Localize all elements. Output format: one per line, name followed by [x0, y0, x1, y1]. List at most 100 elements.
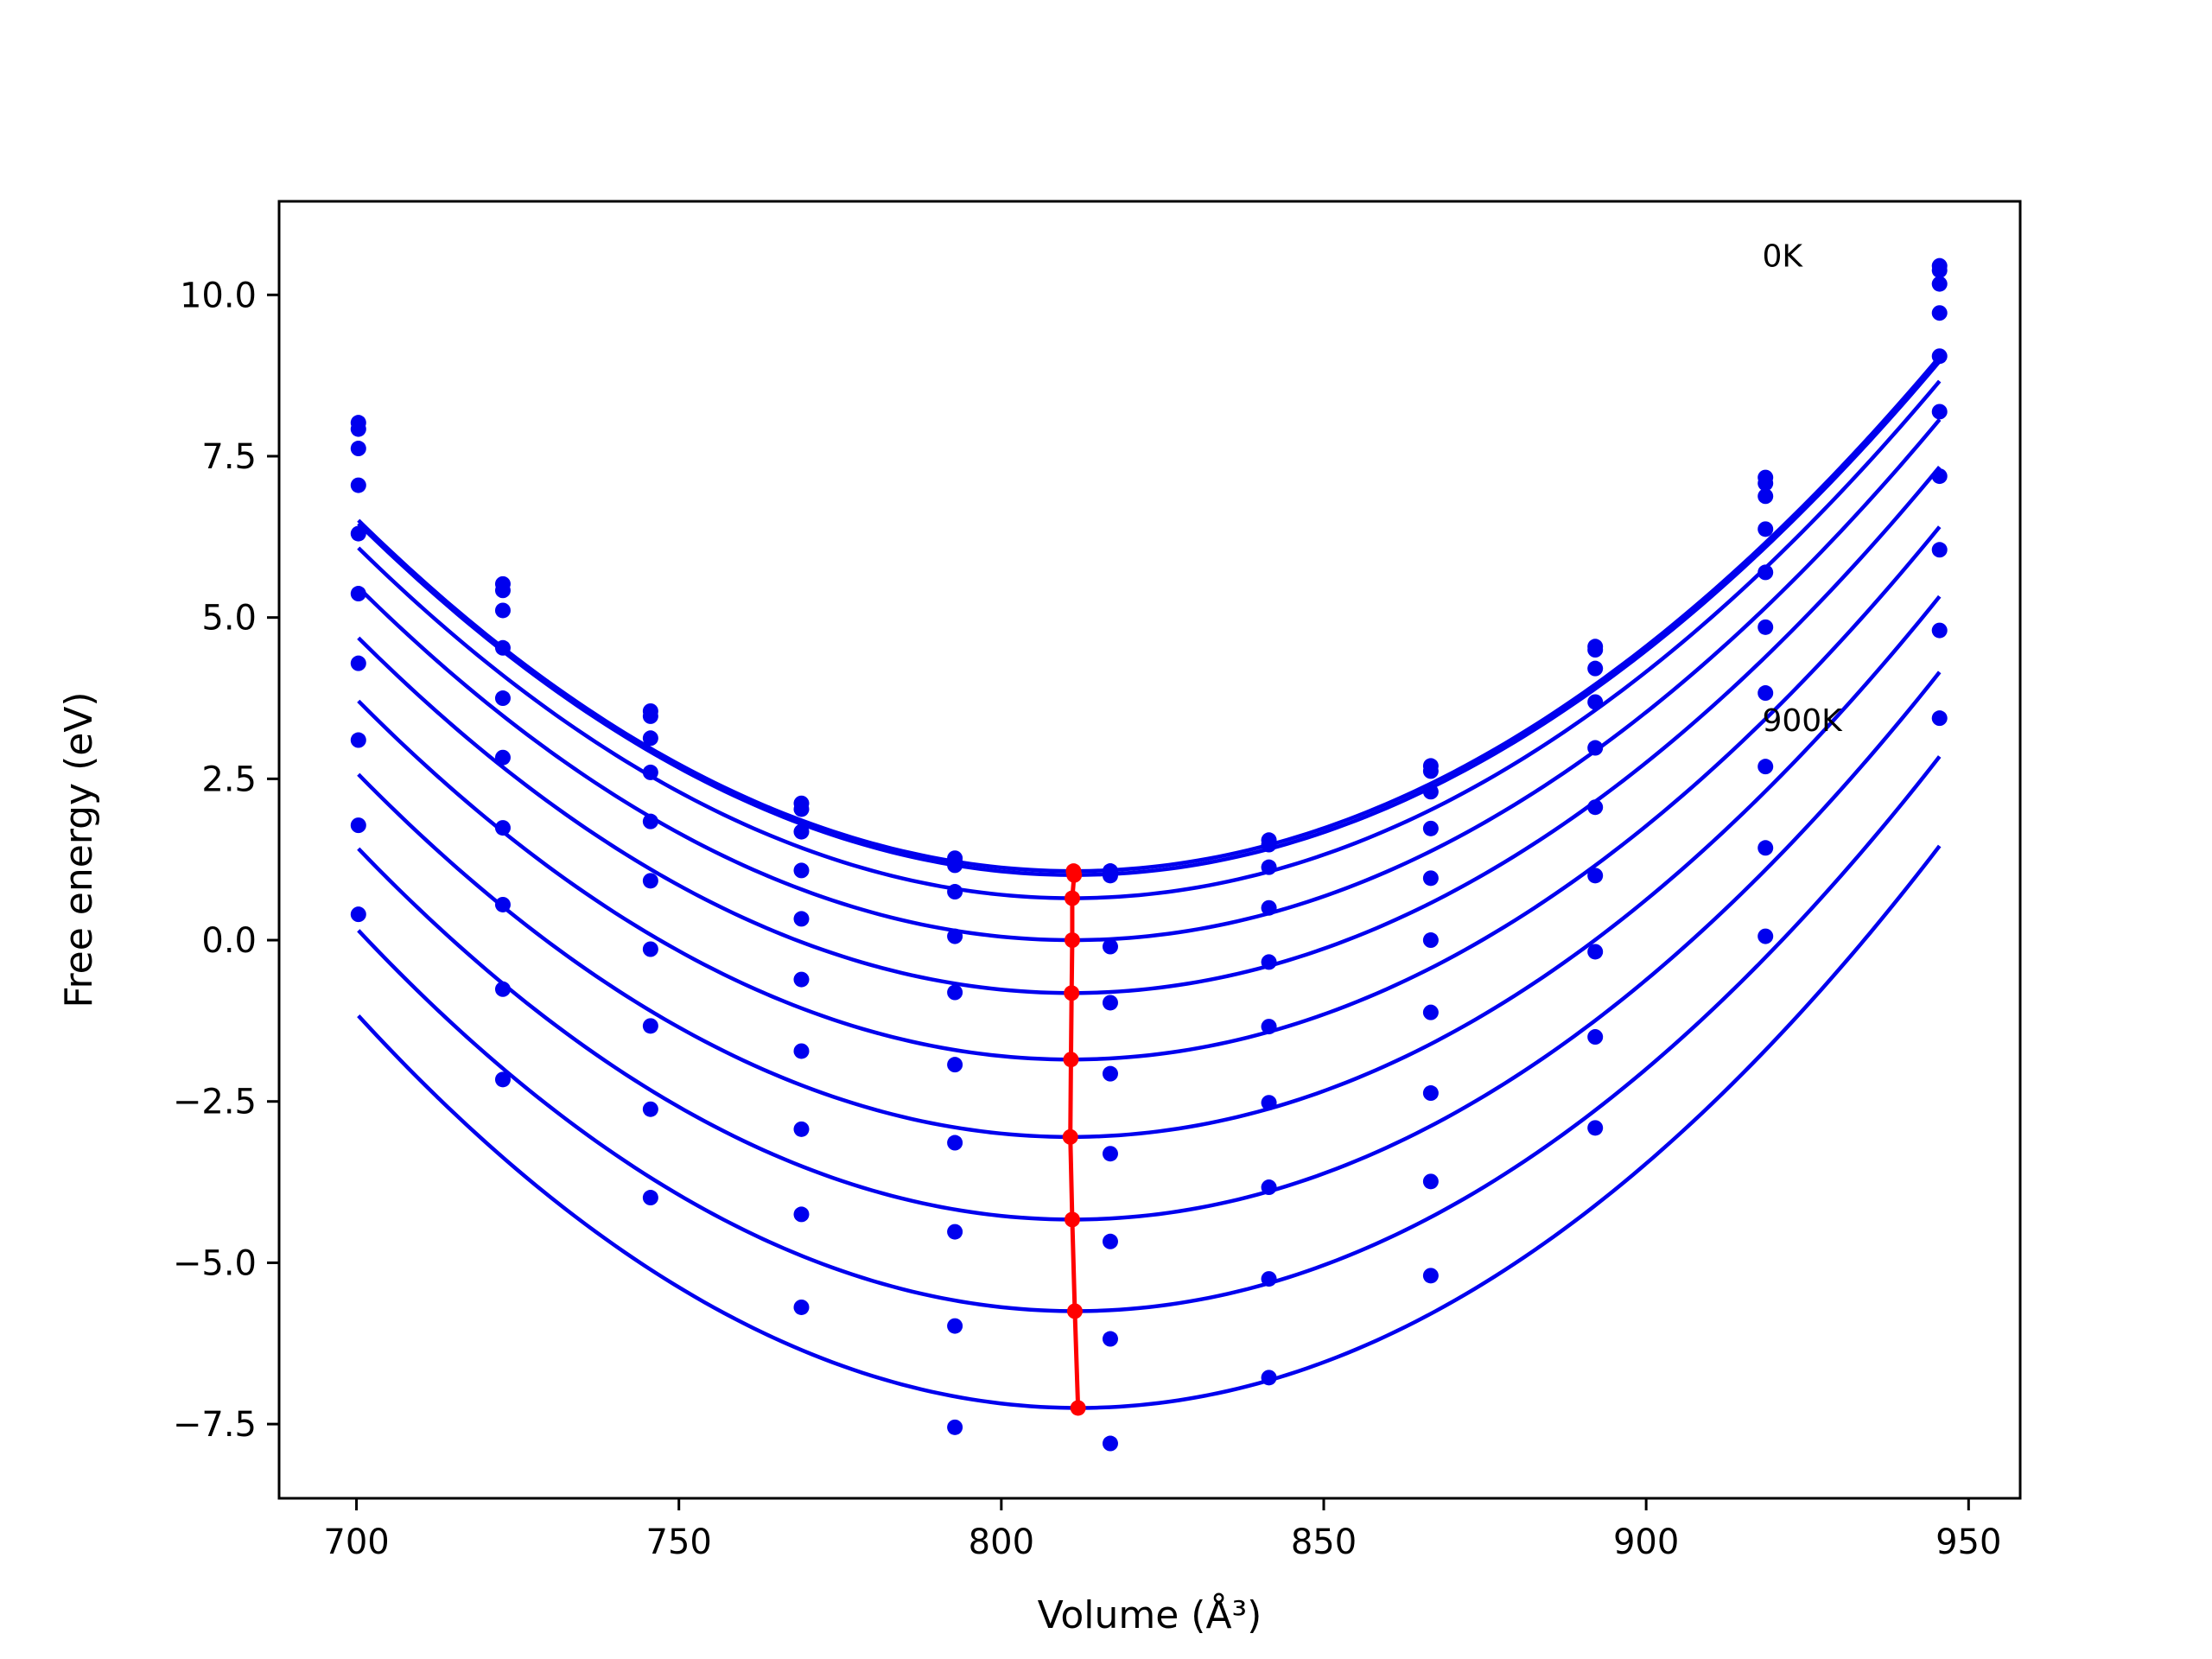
data-point: [642, 1101, 658, 1117]
data-point: [1261, 1271, 1277, 1287]
fit-curve-1: [357, 359, 1942, 877]
data-point: [1102, 1146, 1118, 1162]
data-point: [642, 873, 658, 889]
data-point: [947, 884, 963, 900]
x-tick-label: 950: [1936, 1522, 2001, 1562]
data-point: [1758, 521, 1774, 537]
data-point: [1758, 759, 1774, 775]
data-point: [494, 896, 511, 912]
data-point: [793, 862, 810, 879]
minimum-point: [1066, 1303, 1083, 1319]
data-point: [1758, 928, 1774, 944]
data-point: [1587, 694, 1604, 710]
data-point: [1931, 404, 1948, 420]
data-point: [1261, 954, 1277, 970]
fit-curve-2: [357, 379, 1942, 900]
data-point: [1587, 1120, 1604, 1136]
data-point: [1587, 642, 1604, 658]
data-point: [1587, 799, 1604, 816]
data-point: [793, 971, 810, 988]
data-point: [1931, 348, 1948, 365]
data-point: [1261, 899, 1277, 916]
data-point: [494, 582, 511, 599]
y-tick-label: 5.0: [201, 599, 257, 639]
minimum-point: [1070, 1400, 1086, 1416]
data-point: [947, 984, 963, 1001]
data-point: [1931, 710, 1948, 727]
data-point: [494, 639, 511, 656]
data-point: [793, 911, 810, 927]
fit-curve-6: [357, 594, 1942, 1140]
data-point: [1102, 1233, 1118, 1249]
data-point: [642, 1190, 658, 1206]
data-point: [350, 817, 366, 834]
y-tick-label: −5.0: [173, 1243, 257, 1283]
data-point: [1931, 262, 1948, 278]
data-point: [1261, 836, 1277, 853]
data-point: [1758, 475, 1774, 492]
data-point: [947, 1135, 963, 1151]
data-point: [350, 586, 366, 602]
x-tick-label: 850: [1291, 1522, 1357, 1562]
data-point: [793, 1299, 810, 1315]
annotation-0k: 0K: [1762, 238, 1803, 274]
data-point: [350, 421, 366, 437]
data-point: [1931, 622, 1948, 639]
data-point: [1587, 868, 1604, 884]
y-tick-label: 7.5: [201, 437, 257, 477]
y-axis-label: Free energy (eV): [57, 691, 101, 1007]
x-tick-label: 700: [323, 1522, 389, 1562]
fit-curve-0: [357, 355, 1942, 874]
data-point: [1422, 1268, 1439, 1284]
data-point: [947, 928, 963, 944]
y-tick-label: 2.5: [201, 760, 257, 799]
data-point: [350, 906, 366, 923]
data-point: [494, 690, 511, 707]
minimum-path-line: [1068, 870, 1081, 1408]
y-axis: −7.5 −5.0 −2.5 0.0 2.5 5.0 7.5 10.0: [173, 276, 279, 1445]
data-point: [947, 1318, 963, 1334]
data-point: [793, 1121, 810, 1137]
data-point: [494, 749, 511, 766]
data-point: [1422, 932, 1439, 949]
minimum-point: [1063, 1052, 1079, 1068]
minimum-point: [1064, 890, 1080, 906]
data-point: [947, 857, 963, 874]
x-tick-label: 750: [646, 1522, 712, 1562]
x-tick-label: 900: [1613, 1522, 1679, 1562]
data-point: [1587, 1029, 1604, 1046]
data-point: [642, 941, 658, 957]
data-point: [1758, 564, 1774, 581]
x-axis: 700 750 800 850 900 950: [323, 1498, 2001, 1562]
data-point: [642, 730, 658, 747]
data-point: [793, 1206, 810, 1223]
data-point: [1422, 763, 1439, 779]
data-point: [1758, 488, 1774, 505]
y-tick-label: 0.0: [201, 921, 257, 961]
minimum-point: [1064, 985, 1080, 1001]
data-point: [1931, 276, 1948, 292]
data-point: [1261, 1019, 1277, 1035]
fit-curve-4: [357, 466, 1942, 995]
fit-curve-9: [357, 844, 1942, 1410]
data-point: [1102, 1065, 1118, 1082]
data-point: [1102, 995, 1118, 1011]
data-point: [947, 1224, 963, 1240]
fit-curve-8: [357, 755, 1942, 1313]
data-point: [350, 655, 366, 671]
data-point: [1102, 863, 1118, 880]
plot-frame: [277, 200, 2022, 1500]
data-point: [642, 708, 658, 724]
data-point: [350, 525, 366, 542]
annotation-900k: 900K: [1762, 703, 1843, 739]
data-point: [1422, 870, 1439, 887]
data-point: [642, 813, 658, 830]
data-point: [350, 732, 366, 748]
data-point: [793, 823, 810, 840]
x-axis-label: Volume (Å³): [1038, 1592, 1262, 1637]
annotations: 0K 900K: [1762, 238, 1843, 739]
data-point: [1587, 740, 1604, 756]
